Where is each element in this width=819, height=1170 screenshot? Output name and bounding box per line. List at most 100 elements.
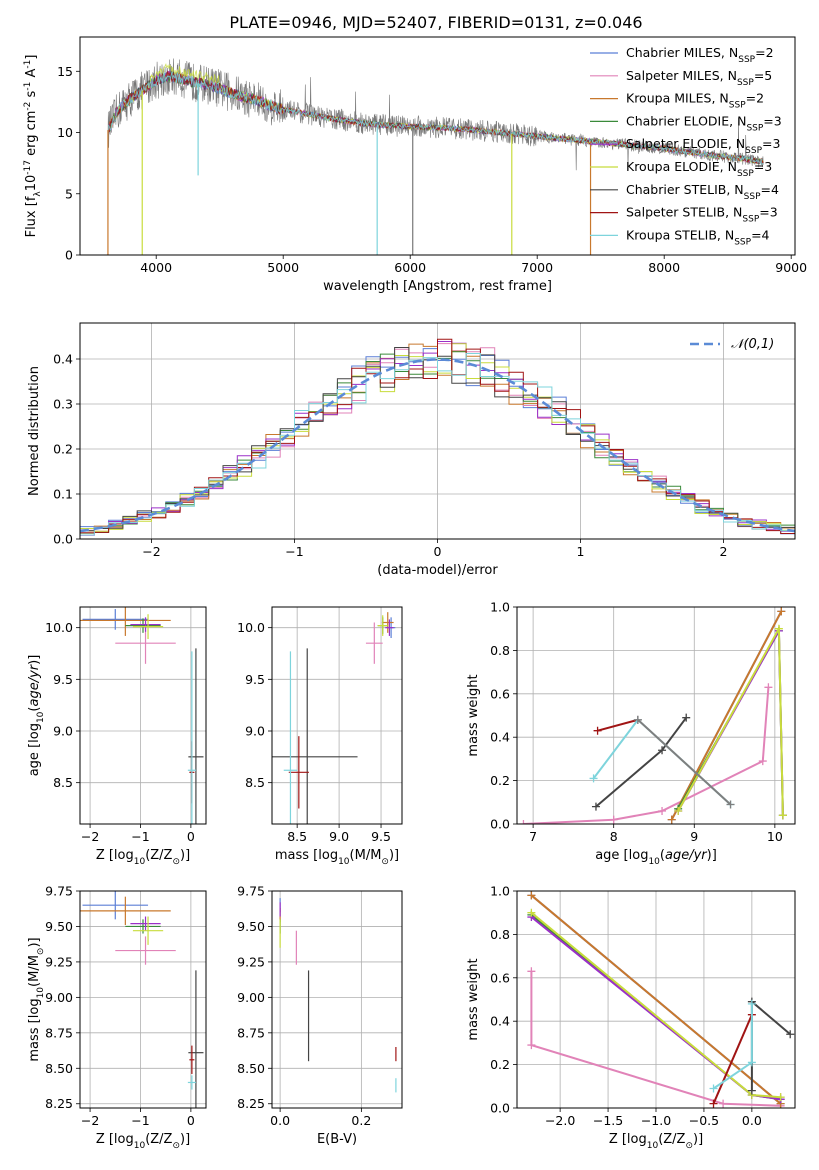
text-fragment: 10 bbox=[36, 987, 46, 999]
text-fragment: =4 bbox=[761, 182, 779, 197]
text-fragment: =5 bbox=[754, 68, 772, 83]
legend-label: Chabrier ELODIE, NSSP=3 bbox=[626, 113, 782, 133]
plot-area bbox=[517, 607, 795, 824]
mass-weight-line bbox=[595, 717, 688, 808]
text-fragment: SSP bbox=[742, 215, 759, 225]
x-axis-label: Z [log10(Z/Z⊙)] bbox=[96, 848, 190, 867]
x-tick-label: 2 bbox=[720, 544, 728, 559]
text-fragment: ⊙ bbox=[172, 857, 180, 867]
text-fragment: 10 bbox=[134, 857, 146, 867]
plus-marker bbox=[774, 624, 783, 633]
x-tick-label: 0 bbox=[187, 1113, 195, 1128]
text-fragment: (Z/Z bbox=[145, 1132, 172, 1147]
spectrum-model-line bbox=[107, 71, 764, 166]
text-fragment: Chabrier STELIB, N bbox=[626, 182, 744, 197]
mass-weight-line bbox=[637, 719, 732, 806]
plus-marker bbox=[658, 746, 667, 755]
y-tick-label: 9.75 bbox=[45, 884, 73, 899]
normal-reference-curve bbox=[80, 358, 795, 533]
plus-marker bbox=[778, 811, 787, 820]
text-fragment: E(B-V) bbox=[317, 1132, 357, 1147]
y-tick-label: 15 bbox=[57, 64, 73, 79]
mass-weight-line bbox=[712, 1014, 753, 1105]
x-tick-label: −0.5 bbox=[689, 1113, 719, 1128]
x-tick-label: 8 bbox=[610, 829, 618, 844]
text-fragment: (M/M bbox=[350, 848, 382, 863]
text-fragment: )] bbox=[27, 937, 42, 947]
text-fragment: ( bbox=[660, 848, 665, 863]
x-tick-label: 8.5 bbox=[287, 829, 307, 844]
text-fragment: -1 bbox=[23, 60, 33, 69]
legend-label: Chabrier MILES, NSSP=2 bbox=[626, 45, 774, 65]
y-axis-label: Flux [fλ10-17 erg cm-2 s-1 A-1] bbox=[23, 55, 43, 238]
text-fragment: Z [log bbox=[96, 848, 134, 863]
y-tick-label: 8.75 bbox=[45, 1025, 73, 1040]
x-axis-label: mass [log10(M/M⊙)] bbox=[275, 848, 399, 867]
y-tick-label: 9.0 bbox=[53, 724, 73, 739]
plus-marker bbox=[658, 806, 667, 815]
plus-marker bbox=[777, 607, 786, 616]
text-fragment: (Z/Z bbox=[658, 1132, 685, 1147]
text-fragment: SSP bbox=[746, 123, 763, 133]
legend-label: Chabrier STELIB, NSSP=4 bbox=[626, 182, 779, 202]
x-axis-label: Z [log10(Z/Z⊙)] bbox=[96, 1132, 190, 1151]
plus-marker bbox=[747, 1086, 756, 1095]
mass-weight-line bbox=[530, 894, 782, 1105]
x-axis-label: age [log10(age/yr)] bbox=[595, 848, 717, 867]
y-tick-label: 0.0 bbox=[53, 532, 73, 547]
y-tick-label: 8.75 bbox=[237, 1025, 265, 1040]
text-fragment: Salpeter MILES, N bbox=[626, 68, 737, 83]
plus-marker bbox=[593, 726, 602, 735]
y-tick-label: 9.75 bbox=[237, 884, 265, 899]
y-tick-label: 1.0 bbox=[490, 884, 510, 899]
text-fragment: SSP bbox=[737, 169, 754, 179]
y-tick-label: 8.50 bbox=[237, 1061, 265, 1076]
y-tick-label: 9.5 bbox=[53, 672, 73, 687]
plot-area bbox=[517, 891, 795, 1108]
x-tick-label: 9.0 bbox=[329, 829, 349, 844]
x-axis-label: wavelength [Angstrom, rest frame] bbox=[323, 279, 552, 294]
text-fragment: 10 bbox=[134, 1141, 146, 1151]
plus-marker bbox=[527, 891, 536, 900]
text-fragment: SSP bbox=[729, 101, 746, 111]
text-fragment: =3 bbox=[762, 136, 780, 151]
text-fragment: Kroupa ELODIE, N bbox=[626, 159, 737, 174]
text-fragment: (Z/Z bbox=[145, 848, 172, 863]
text-fragment: Z [log bbox=[609, 1132, 647, 1147]
y-tick-label: 8.25 bbox=[237, 1096, 265, 1111]
x-tick-label: −1 bbox=[285, 544, 303, 559]
text-fragment: 10 bbox=[36, 711, 46, 723]
legend-label: Kroupa STELIB, NSSP=4 bbox=[626, 227, 770, 247]
text-fragment: ⊙ bbox=[36, 948, 46, 956]
panel-mass_vs_Z: −2 −1 08.258.508.759.009.259.509.75Z [log1… bbox=[27, 884, 207, 1151]
y-axis-label: mass [log10(M/M⊙)] bbox=[27, 937, 46, 1061]
legend-label: Kroupa MILES, NSSP=2 bbox=[626, 91, 764, 111]
axes-frame bbox=[271, 606, 403, 825]
plus-marker bbox=[527, 1041, 536, 1050]
text-fragment: ( bbox=[27, 707, 42, 712]
plot-area bbox=[80, 607, 206, 824]
text-fragment: Chabrier ELODIE, N bbox=[626, 113, 746, 128]
text-fragment: age/yr bbox=[665, 848, 708, 863]
text-fragment: SSP bbox=[738, 55, 755, 65]
plus-marker bbox=[527, 967, 536, 976]
y-tick-label: 9.25 bbox=[45, 954, 73, 969]
x-tick-label: 0 bbox=[187, 829, 195, 844]
text-fragment: =4 bbox=[751, 227, 769, 242]
text-fragment: =2 bbox=[746, 91, 764, 106]
y-tick-label: 0.4 bbox=[490, 730, 510, 745]
plus-marker bbox=[758, 757, 767, 766]
x-tick-label: 9 bbox=[690, 829, 698, 844]
text-fragment: =3 bbox=[754, 159, 772, 174]
text-fragment: )] bbox=[180, 1132, 190, 1147]
y-tick-label: 9.50 bbox=[45, 919, 73, 934]
y-axis-label: age [log10(age/yr)] bbox=[27, 655, 46, 777]
y-tick-label: 0.2 bbox=[53, 442, 73, 457]
text-fragment: wavelength [Angstrom, rest frame] bbox=[323, 279, 552, 294]
text-fragment: =3 bbox=[763, 113, 781, 128]
y-tick-label: 0.4 bbox=[53, 352, 73, 367]
x-tick-label: 6000 bbox=[394, 260, 426, 275]
y-tick-label: 8.50 bbox=[45, 1061, 73, 1076]
